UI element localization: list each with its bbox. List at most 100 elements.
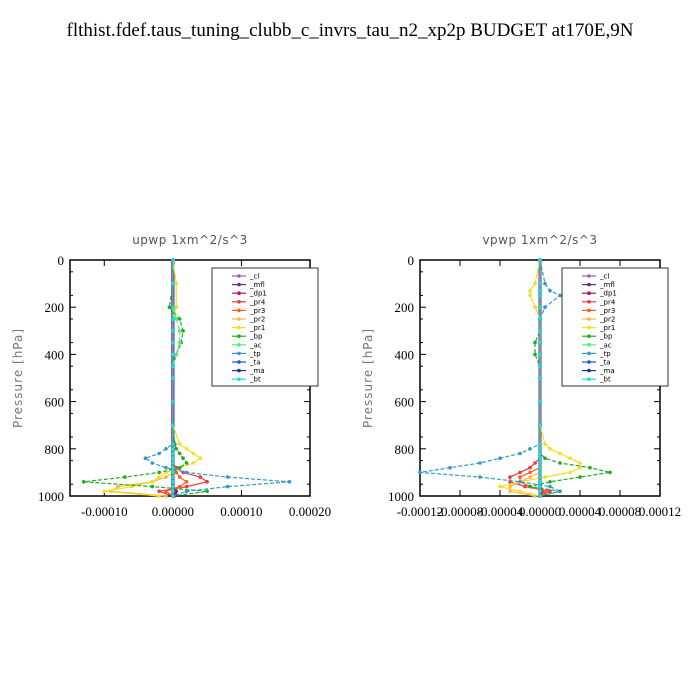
legend-marker [587, 325, 591, 330]
data-point [538, 442, 542, 446]
data-point [538, 293, 542, 298]
data-point [588, 465, 592, 470]
legend-box [211, 267, 319, 387]
data-point [225, 484, 230, 489]
data-point [177, 442, 182, 446]
data-point [150, 484, 155, 489]
data-point [164, 447, 168, 451]
data-point [538, 258, 542, 262]
data-point [171, 484, 175, 489]
data-point [538, 305, 542, 310]
data-point [157, 489, 161, 494]
legend-entry: _dp1 [249, 290, 267, 298]
data-point [171, 470, 175, 475]
data-point [81, 480, 86, 484]
data-point [538, 399, 542, 404]
data-point [538, 317, 542, 321]
legend-marker [237, 291, 241, 296]
data-point [543, 475, 547, 479]
data-point [538, 329, 542, 333]
data-point [184, 447, 189, 451]
series-line-pr4 [158, 260, 209, 497]
y-tick-label: 0 [408, 253, 415, 268]
data-point [171, 329, 175, 333]
data-point [538, 376, 542, 380]
data-point [558, 461, 562, 465]
data-point [171, 305, 175, 310]
data-point [538, 451, 542, 456]
y-tick-label: 800 [395, 442, 415, 457]
legend-marker [237, 360, 241, 364]
data-point [558, 293, 562, 298]
data-point [184, 461, 189, 465]
data-point [157, 470, 161, 475]
data-point [181, 329, 185, 333]
panel-upwp: upwp 1xm^2/s^3 Pressure [hPa] 0 200 400 600 80… [11, 233, 331, 519]
legend-marker [587, 343, 591, 347]
legend-entry: _bp [249, 333, 263, 341]
data-point [448, 465, 452, 470]
x-tick-label: 0.00010 [220, 504, 262, 519]
data-point [578, 461, 582, 465]
x-tick-label: 0.00012 [639, 504, 681, 519]
data-point [538, 340, 542, 345]
data-point [157, 451, 161, 456]
data-point [538, 352, 542, 357]
data-point [518, 475, 522, 479]
legend-marker [237, 274, 241, 278]
data-point [528, 484, 532, 489]
data-point [171, 494, 175, 498]
data-point [548, 484, 552, 489]
data-point [528, 447, 532, 451]
legend-marker [237, 325, 241, 330]
legend-marker [587, 360, 591, 364]
data-point [171, 451, 175, 456]
legend-entry: _ma [599, 367, 615, 375]
data-point [418, 470, 422, 475]
data-point [205, 480, 209, 484]
legend-marker [237, 317, 241, 321]
legend-entry: _bt [599, 376, 611, 384]
data-point [548, 489, 552, 494]
data-point [543, 305, 547, 310]
data-point [171, 465, 175, 470]
data-point [177, 329, 182, 333]
data-point [171, 340, 175, 345]
series-line-pr2 [509, 260, 541, 497]
data-point [150, 480, 155, 484]
legend-marker [237, 368, 241, 373]
legend-box [561, 267, 669, 387]
data-point [508, 484, 512, 489]
x-tick-label: 0.00008 [599, 504, 641, 519]
data-point [171, 352, 175, 357]
legend-entry: _pr1 [599, 324, 615, 332]
data-point [167, 305, 172, 310]
data-point [538, 461, 542, 465]
data-point [568, 470, 572, 475]
y-tick-label: 600 [395, 395, 415, 410]
data-point [116, 484, 120, 489]
data-point [198, 475, 203, 479]
data-point [538, 364, 542, 369]
data-point [177, 465, 182, 470]
data-point [538, 465, 542, 470]
legend-entry: _ac [599, 341, 612, 349]
data-point [498, 456, 502, 461]
data-point [558, 451, 562, 456]
data-point [478, 461, 482, 465]
legend-entry: _pr2 [249, 316, 265, 324]
y-tick-label: 0 [58, 253, 65, 268]
data-point [184, 489, 189, 494]
data-point [538, 480, 542, 484]
data-point [568, 456, 572, 461]
data-point [528, 470, 532, 475]
y-tick-label: 1000 [388, 489, 414, 504]
data-point [177, 484, 182, 489]
data-point [518, 470, 522, 475]
data-point [543, 489, 547, 494]
data-point [538, 288, 542, 293]
data-point [225, 475, 230, 479]
legend-entry: _dp1 [599, 290, 617, 298]
y-tick-label: 200 [45, 300, 65, 315]
data-point [498, 484, 502, 489]
